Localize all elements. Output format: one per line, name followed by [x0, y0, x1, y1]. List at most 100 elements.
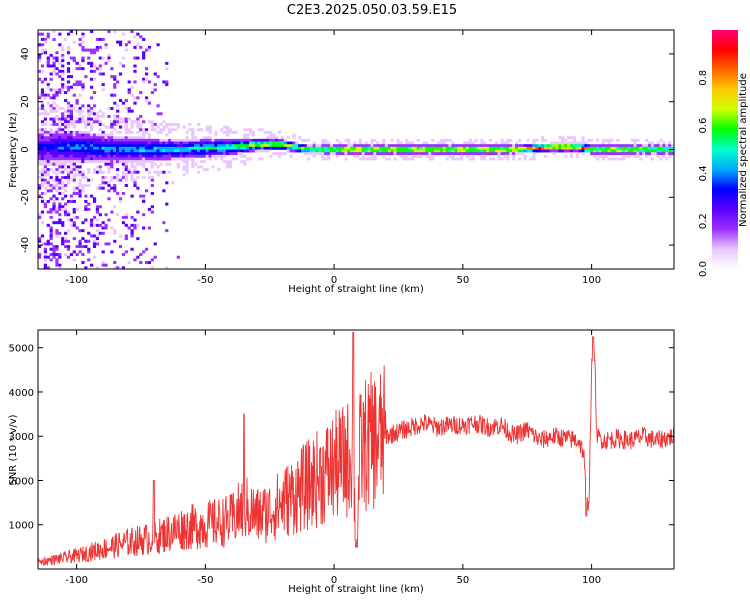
heatmap-cell — [147, 207, 152, 211]
heatmap-cell — [150, 146, 154, 150]
heatmap-cell — [69, 112, 73, 116]
heatmap-cell — [58, 218, 62, 222]
heatmap-cell — [225, 165, 230, 169]
heatmap-cell — [43, 128, 47, 132]
heatmap-cell — [69, 107, 73, 110]
heatmap-cell — [642, 149, 646, 153]
heatmap-cell — [75, 99, 79, 102]
heatmap-cell — [147, 261, 152, 264]
heatmap-cell — [38, 146, 42, 150]
heatmap-cell — [324, 152, 328, 156]
heatmap-cell — [133, 154, 137, 158]
heatmap-cell — [286, 146, 290, 150]
heatmap-cell — [202, 146, 206, 150]
heatmap-cell — [113, 189, 117, 193]
heatmap-cell — [260, 138, 264, 142]
heatmap-cell — [58, 165, 62, 169]
heatmap-cell — [240, 154, 244, 158]
heatmap-cell — [136, 117, 140, 121]
heatmap-cell — [130, 160, 134, 164]
heatmap-cell — [662, 146, 666, 150]
heatmap-cell — [142, 176, 146, 180]
heatmap-cell — [133, 138, 137, 142]
heatmap-cell — [526, 144, 530, 148]
heatmap-cell — [601, 157, 605, 161]
heatmap-cell — [552, 149, 556, 153]
heatmap-cell — [58, 191, 62, 195]
heatmap-cell — [72, 199, 76, 203]
heatmap-cell — [645, 149, 649, 153]
heatmap-cell — [69, 157, 73, 161]
heatmap-cell — [217, 149, 221, 153]
heatmap-cell — [170, 154, 175, 158]
heatmap-cell — [431, 157, 435, 161]
heatmap-cell — [98, 37, 102, 41]
heatmap-cell — [92, 242, 97, 246]
heatmap-cell — [480, 146, 484, 150]
heatmap-cell — [153, 128, 157, 132]
heatmap-cell — [223, 141, 227, 145]
heatmap-cell — [136, 122, 140, 126]
heatmap-cell — [483, 144, 487, 148]
heatmap-cell — [40, 157, 45, 161]
colorbar-label: Normalized spectral amplitude — [738, 73, 749, 227]
heatmap-cell — [40, 136, 45, 140]
heatmap-cell — [486, 152, 490, 156]
heatmap-cell — [217, 138, 221, 142]
heatmap-cell — [95, 205, 100, 209]
heatmap-cell — [254, 144, 259, 148]
heatmap-cell — [101, 149, 105, 153]
heatmap-cell — [214, 133, 218, 137]
heatmap-cell — [52, 56, 56, 60]
heatmap-cell — [301, 149, 305, 153]
heatmap-cell — [656, 149, 660, 153]
heatmap-cell — [78, 157, 82, 161]
heatmap-cell — [303, 149, 308, 153]
heatmap-cell — [136, 237, 140, 241]
heatmap-cell — [87, 114, 91, 118]
heatmap-cell — [64, 120, 68, 124]
heatmap-cell — [173, 149, 178, 153]
heatmap-cell — [113, 30, 117, 33]
heatmap-cell — [43, 266, 47, 270]
heatmap-cell — [40, 178, 45, 182]
heatmap-cell — [69, 120, 73, 124]
heatmap-cell — [410, 154, 415, 158]
heatmap-cell — [107, 136, 111, 140]
heatmap-cell — [43, 40, 47, 44]
heatmap-cell — [567, 136, 571, 140]
heatmap-cell — [61, 165, 65, 169]
heatmap-cell — [142, 160, 146, 164]
heatmap-cell — [147, 149, 152, 153]
heatmap-cell — [121, 120, 126, 124]
heatmap-cell — [506, 138, 510, 142]
heatmap-cell — [327, 149, 331, 153]
heatmap-cell — [251, 144, 256, 148]
heatmap-cell — [43, 51, 47, 55]
heatmap-cell — [72, 138, 76, 142]
heatmap-cell — [40, 128, 45, 132]
heatmap-cell — [98, 144, 102, 148]
heatmap-cell — [49, 133, 53, 137]
heatmap-cell — [477, 149, 481, 153]
heatmap-cell — [246, 138, 250, 142]
heatmap-cell — [133, 120, 137, 124]
heatmap-cell — [220, 141, 224, 145]
heatmap-cell — [43, 141, 47, 145]
heatmap-cell — [338, 149, 342, 153]
heatmap-cell — [165, 202, 169, 206]
heatmap-cell — [46, 170, 50, 174]
heatmap-cell — [616, 146, 620, 150]
heatmap-cell — [347, 144, 351, 148]
heatmap-cell — [225, 128, 230, 132]
heatmap-cell — [121, 64, 126, 68]
heatmap-cell — [170, 149, 175, 153]
heatmap-cell — [113, 144, 117, 148]
heatmap-cell — [72, 107, 76, 110]
heatmap-cell — [465, 149, 470, 153]
heatmap-cell — [55, 157, 59, 161]
heatmap-cell — [214, 138, 218, 142]
heatmap-cell — [78, 112, 82, 116]
heatmap-cell — [179, 149, 183, 153]
heatmap-cell — [58, 138, 62, 142]
